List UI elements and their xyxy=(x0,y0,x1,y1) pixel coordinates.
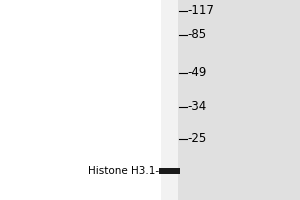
Text: -85: -85 xyxy=(188,28,207,42)
Bar xyxy=(161,0,178,200)
Text: Histone H3.1-: Histone H3.1- xyxy=(88,166,159,176)
Text: -49: -49 xyxy=(188,66,207,79)
Bar xyxy=(178,0,300,200)
Text: -117: -117 xyxy=(188,4,214,18)
Bar xyxy=(0,0,161,200)
Text: -25: -25 xyxy=(188,132,207,146)
Bar xyxy=(159,168,180,174)
Text: -34: -34 xyxy=(188,100,207,114)
